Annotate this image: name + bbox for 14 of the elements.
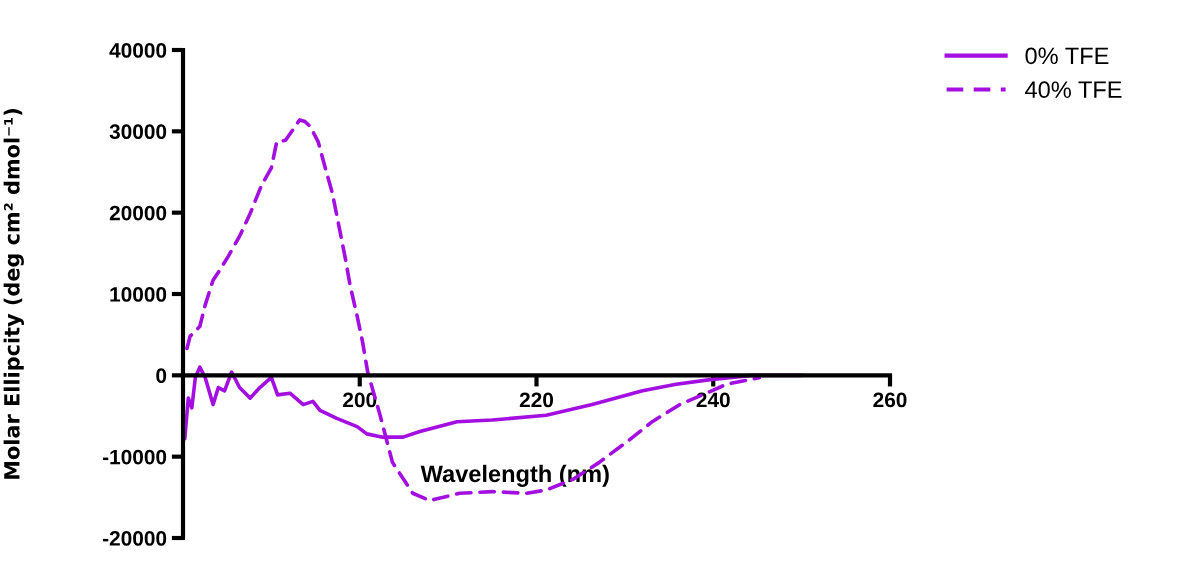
y-axis-title: Molar Ellipcity (deg cm² dmol⁻¹) — [3, 109, 24, 479]
y-tick-label: 40000 — [109, 43, 167, 58]
legend-label: 0% TFE — [1025, 47, 1109, 65]
y-tick-label: 0 — [156, 368, 167, 384]
y-tick-label: 10000 — [110, 287, 167, 302]
y-tick-label: -10000 — [102, 449, 167, 465]
y-tick-label: 30000 — [109, 124, 167, 140]
x-tick-label: 240 — [696, 392, 730, 408]
line-series — [185, 118, 762, 503]
x-tick-label: 260 — [873, 392, 907, 408]
x-tick-label: 220 — [519, 392, 554, 408]
y-tick-label: 20000 — [109, 205, 167, 221]
y-tick-label: -20000 — [102, 531, 167, 546]
legend-label: 40% TFE — [1025, 81, 1122, 99]
